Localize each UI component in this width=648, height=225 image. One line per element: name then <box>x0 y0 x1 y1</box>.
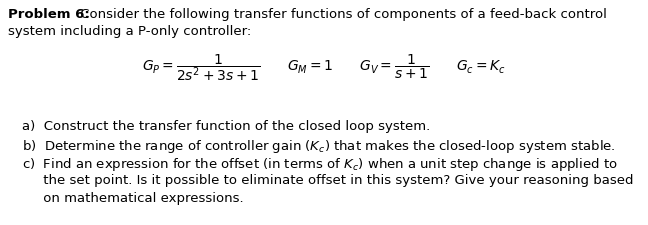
Text: a)  Construct the transfer function of the closed loop system.: a) Construct the transfer function of th… <box>22 119 430 132</box>
Text: system including a P-only controller:: system including a P-only controller: <box>8 25 251 38</box>
Text: b)  Determine the range of controller gain ($K_c$) that makes the closed-loop sy: b) Determine the range of controller gai… <box>22 137 616 154</box>
Text: on mathematical expressions.: on mathematical expressions. <box>22 191 244 204</box>
Text: c)  Find an expression for the offset (in terms of $K_c$) when a unit step chang: c) Find an expression for the offset (in… <box>22 155 618 172</box>
Text: $G_P = \dfrac{1}{2s^2+3s+1}$$\quad\quad G_M = 1 \quad\quad G_V = \dfrac{1}{s+1} : $G_P = \dfrac{1}{2s^2+3s+1}$$\quad\quad … <box>142 52 506 83</box>
Text: the set point. Is it possible to eliminate offset in this system? Give your reas: the set point. Is it possible to elimina… <box>22 173 634 186</box>
Text: Problem 6:: Problem 6: <box>8 8 90 21</box>
Text: Consider the following transfer functions of components of a feed-back control: Consider the following transfer function… <box>76 8 607 21</box>
